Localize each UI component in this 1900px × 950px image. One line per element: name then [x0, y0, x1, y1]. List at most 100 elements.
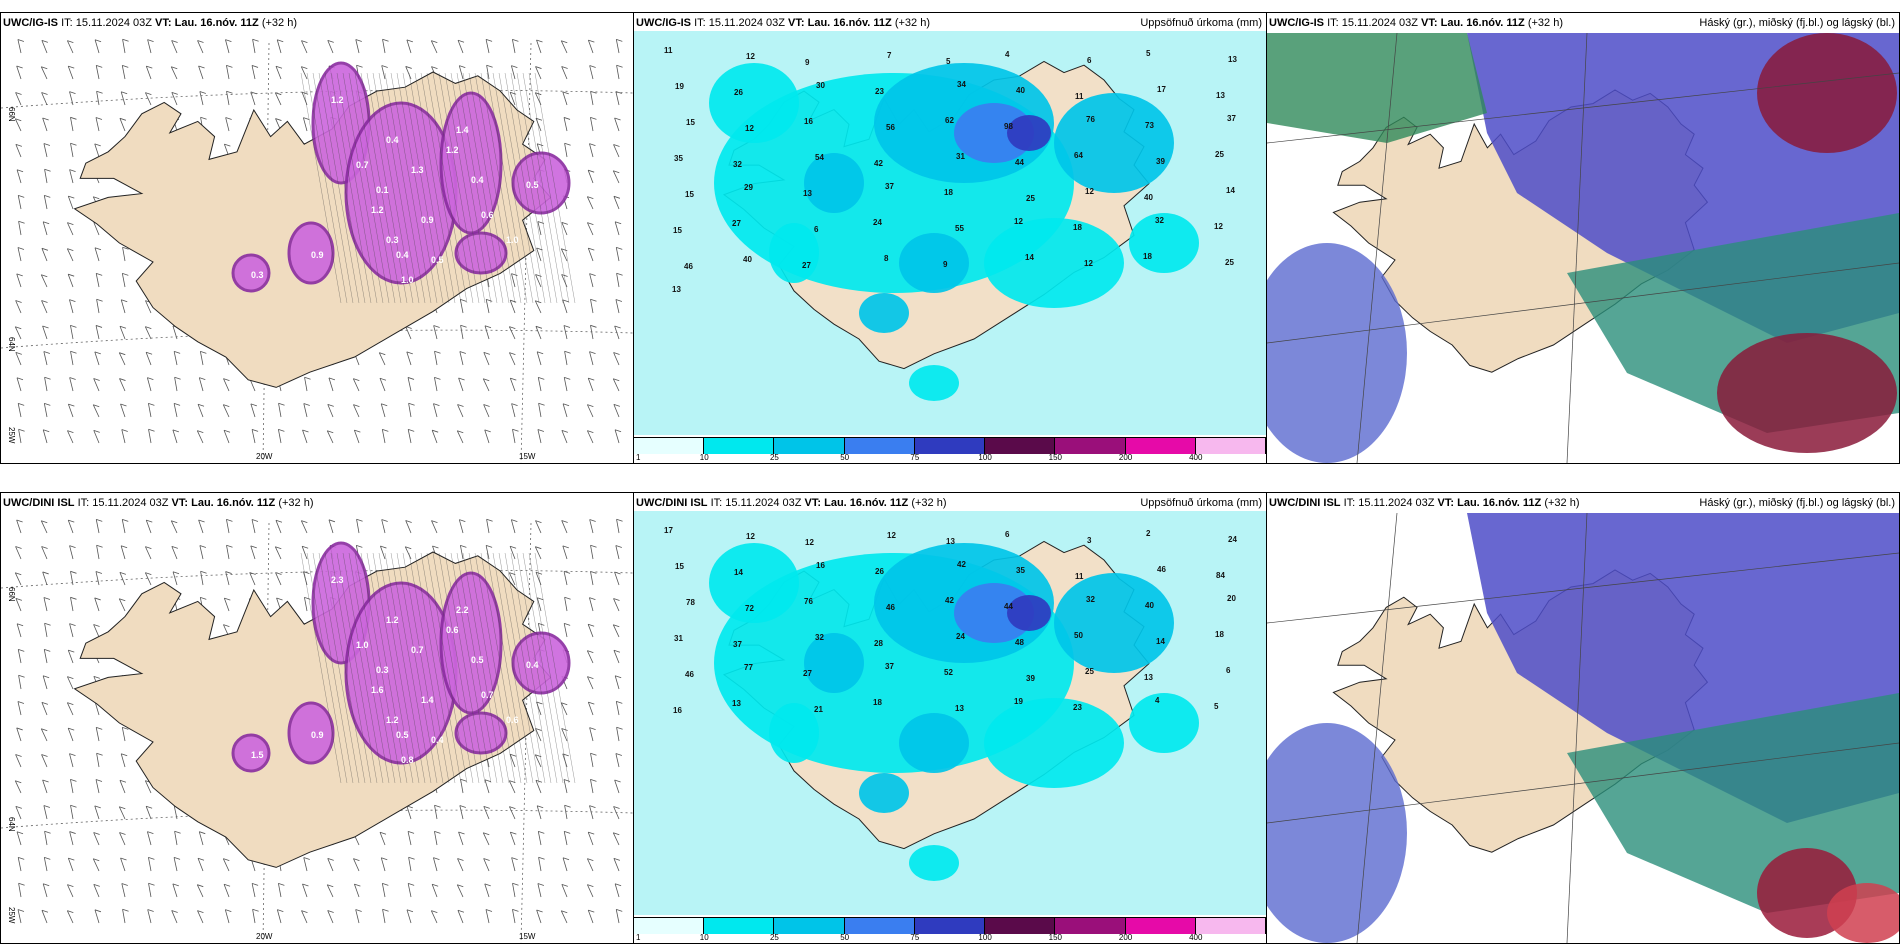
wind-barb: [355, 909, 360, 924]
wind-barb: [121, 429, 126, 444]
wind-barb: [590, 324, 597, 328]
wind-barb: [433, 857, 438, 872]
wind-barb: [535, 728, 542, 731]
graticule-line: [1566, 32, 1588, 463]
wind-barb: [70, 142, 77, 146]
wind-barb: [302, 883, 308, 898]
hatch-line: [330, 552, 372, 784]
snow-value-label: 0.9: [421, 215, 434, 225]
wind-barb: [69, 545, 76, 548]
lat-label: 66N: [7, 587, 16, 602]
wind-barb: [276, 909, 282, 924]
wind-barb: [70, 324, 77, 328]
wind-barb: [70, 570, 77, 574]
wind-barb: [590, 779, 594, 794]
colorbar-tick-label: 10: [699, 933, 709, 942]
wind-barb: [15, 806, 22, 820]
graticule-line: [1267, 262, 1899, 344]
wind-barb: [614, 325, 621, 329]
wind-barb: [95, 325, 100, 340]
wind-barb: [512, 39, 516, 54]
wind-barb: [147, 909, 152, 924]
hatch-line: [462, 552, 504, 784]
precip-value-label: 14: [1156, 637, 1165, 646]
wind-barb: [121, 299, 128, 303]
precip-value-label: 32: [815, 633, 824, 642]
wind-barb: [616, 64, 623, 68]
wind-barb: [613, 352, 620, 366]
wind-barb: [15, 597, 23, 601]
precip-value-label: 46: [685, 670, 694, 679]
wind-barb: [43, 649, 48, 664]
wind-barb: [563, 377, 568, 392]
wind-barb: [70, 350, 77, 354]
wind-barb: [590, 752, 597, 756]
wind-barb: [16, 377, 24, 381]
wind-barb: [509, 572, 516, 576]
precip-value-label: 6: [1087, 56, 1092, 65]
hatch-line: [456, 552, 498, 784]
wind-barb: [615, 701, 620, 716]
wind-barb: [15, 118, 22, 122]
wind-barb: [278, 882, 285, 886]
wind-barb: [93, 624, 100, 627]
wind-barb: [145, 546, 152, 550]
wind-barb: [41, 300, 48, 303]
wind-barb: [509, 831, 516, 846]
wind-barb: [277, 883, 282, 898]
wind-barb: [356, 518, 363, 522]
wind-barb: [381, 857, 388, 861]
snow-value-label: 2.2: [456, 605, 469, 615]
hatch-line: [354, 72, 396, 304]
wind-barb: [120, 753, 126, 768]
wind-barb: [614, 221, 620, 236]
wind-barb: [223, 597, 230, 612]
wind-barb: [41, 92, 48, 106]
wind-barb: [561, 221, 568, 225]
wind-barb: [301, 910, 308, 924]
wind-barb: [70, 596, 77, 600]
wind-barb: [276, 597, 283, 601]
wind-barb: [42, 117, 49, 121]
wind-barb: [199, 91, 206, 94]
wind-barb: [301, 546, 308, 560]
wind-barb: [15, 300, 22, 314]
wind-barb: [381, 519, 388, 522]
wind-barb: [483, 404, 490, 407]
hatch-line: [510, 72, 552, 304]
wind-barb: [120, 91, 126, 106]
precip-area: [804, 153, 864, 213]
wind-barb: [509, 352, 516, 366]
wind-barb: [144, 572, 152, 586]
wind-barb: [407, 831, 415, 834]
wind-barb: [511, 857, 518, 860]
wind-barb: [70, 597, 74, 612]
snow-value-label: 1.2: [386, 715, 399, 725]
wind-barb: [431, 66, 438, 69]
wind-barb: [41, 40, 48, 54]
wind-barb: [222, 404, 230, 418]
wind-barb: [274, 92, 282, 106]
hatch-line: [522, 72, 564, 304]
wind-barb: [145, 572, 152, 576]
wind-barb: [511, 273, 518, 277]
wind-barb: [16, 727, 22, 742]
wind-barb: [67, 520, 74, 534]
hatch-line: [432, 72, 474, 304]
wind-barb: [96, 90, 103, 94]
wind-barb: [122, 518, 129, 522]
wind-barb: [197, 910, 204, 924]
colorbar: 1 10 25 50 75 100 150 200 400: [634, 917, 1266, 943]
wind-barb: [536, 909, 543, 913]
wind-barb: [172, 883, 179, 887]
wind-barb: [587, 909, 594, 924]
wind-barb: [224, 597, 231, 601]
wind-barb: [434, 377, 438, 392]
graticule-line: [1267, 742, 1899, 824]
wind-barb: [16, 169, 22, 184]
wind-barb: [119, 378, 126, 392]
hatch-line: [426, 552, 468, 784]
wind-barb: [484, 779, 490, 794]
precip-value-label: 37: [733, 640, 742, 649]
hatch-line: [360, 72, 402, 304]
